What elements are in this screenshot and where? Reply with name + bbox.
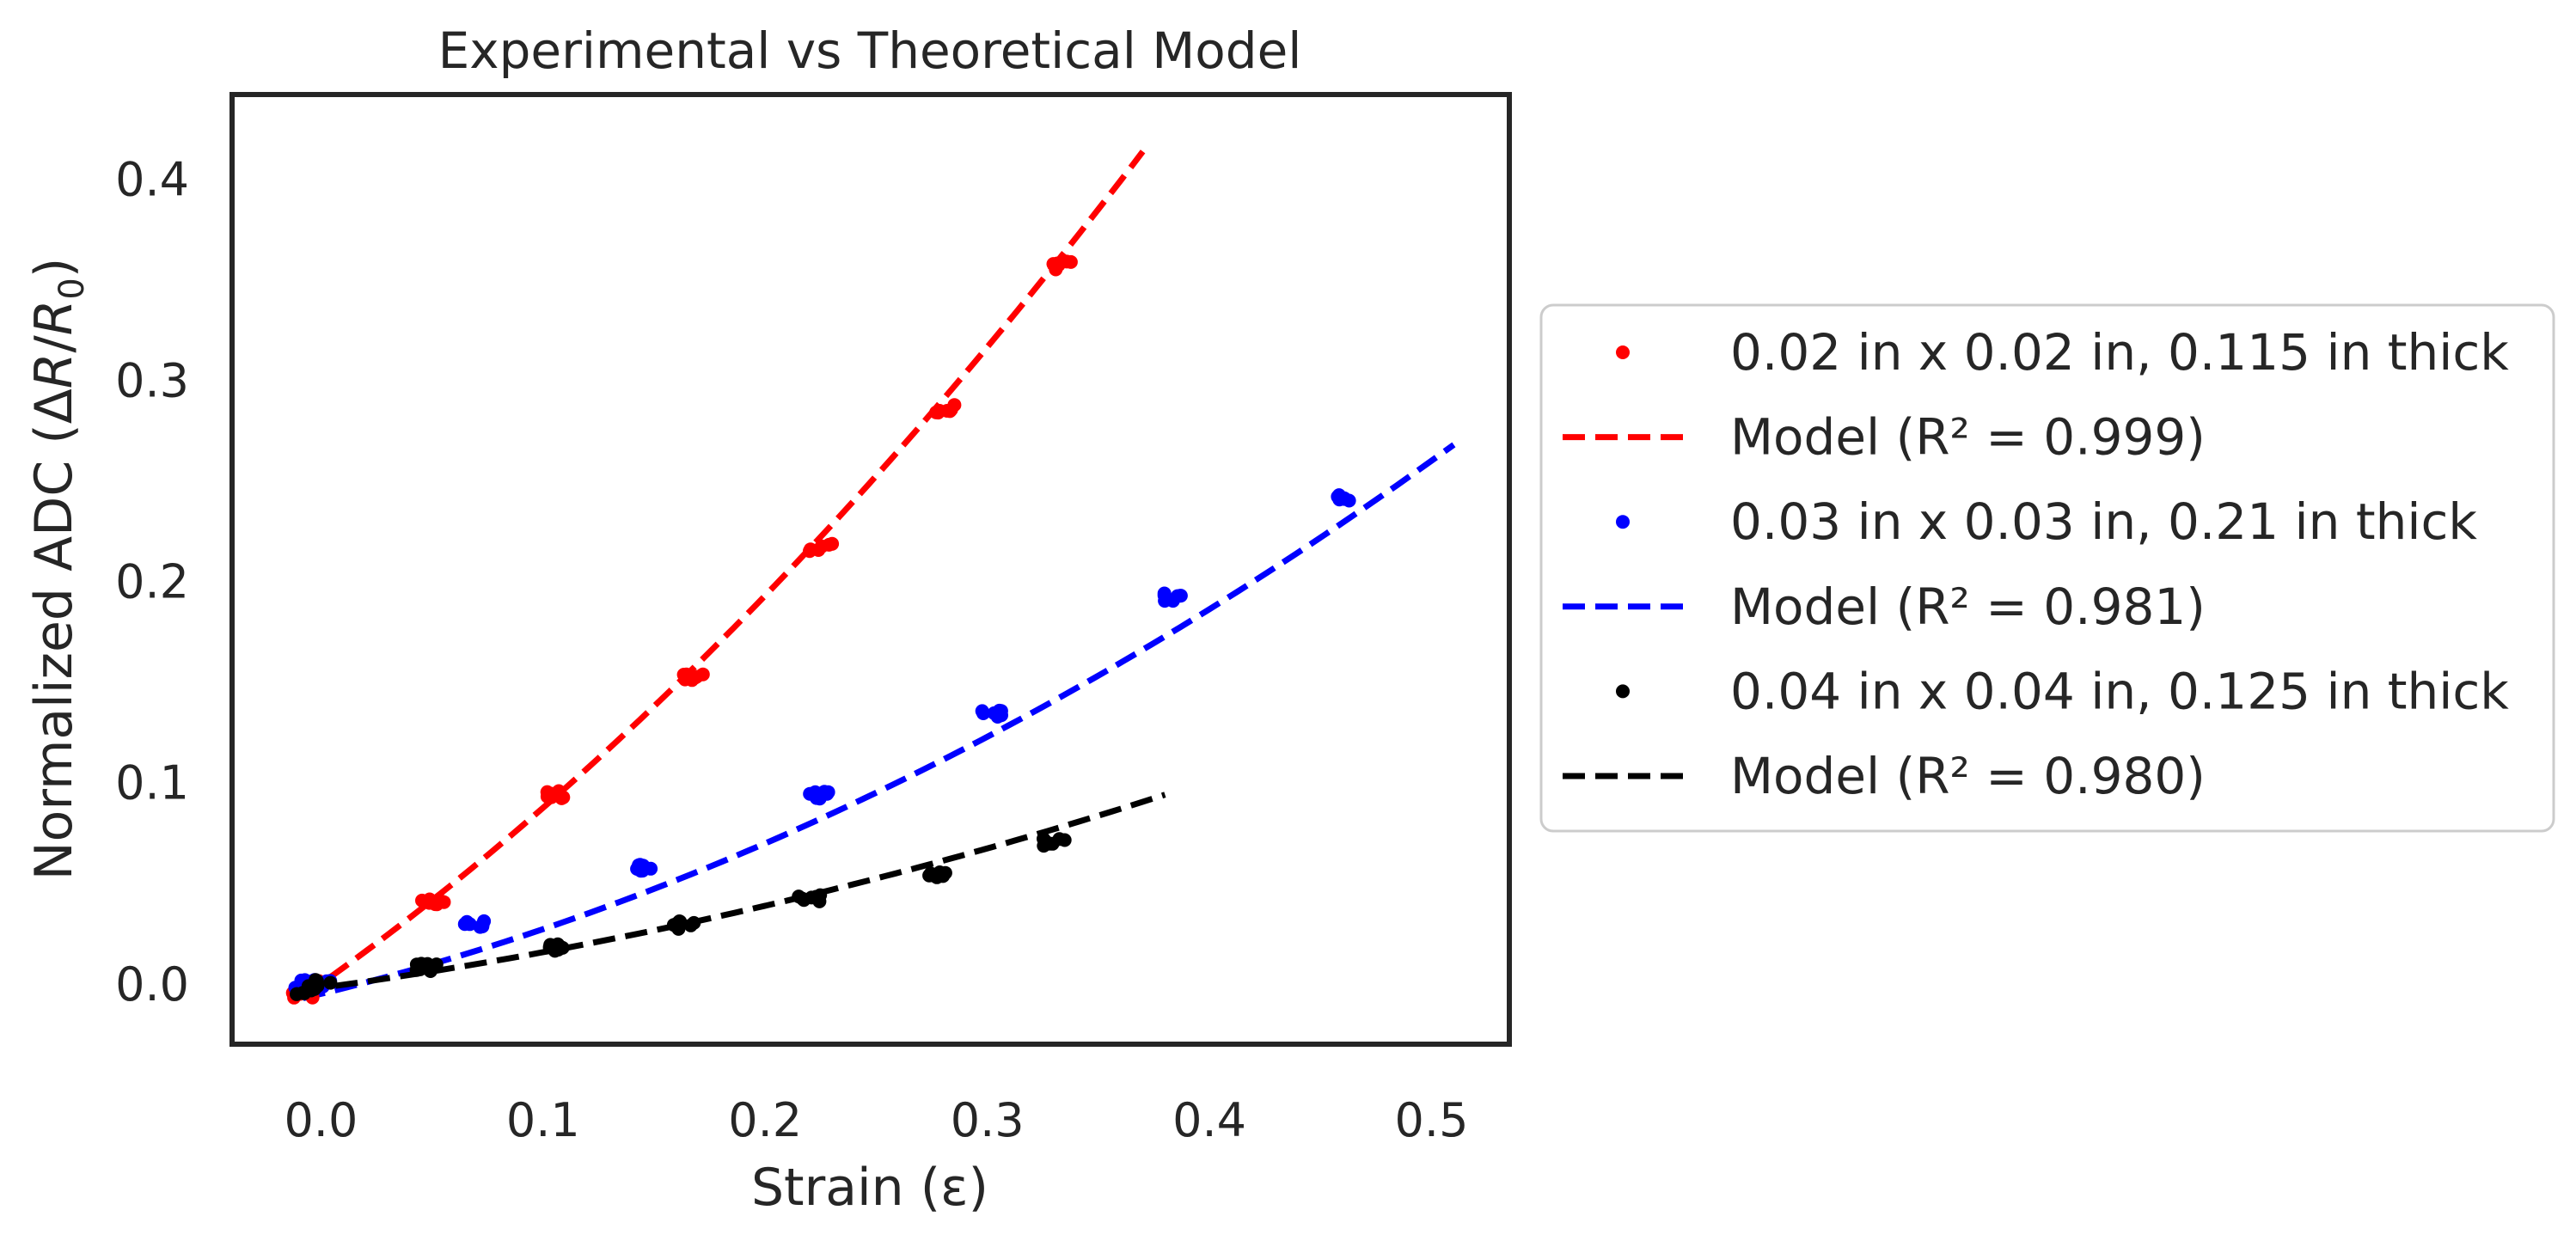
data-point [1342, 493, 1356, 508]
legend-items: 0.02 in x 0.02 in, 0.115 in thick Model (… [1563, 323, 2509, 805]
data-point [947, 398, 962, 413]
data-point [457, 917, 472, 932]
model-line [303, 792, 1166, 993]
y-axis-label: Normalized ADC (ΔR/R0) [24, 258, 92, 881]
y-tick-label: 0.3 [115, 353, 189, 407]
x-tick-label: 0.0 [284, 1093, 358, 1147]
model-line [302, 442, 1456, 1001]
x-tick-label: 0.5 [1395, 1093, 1469, 1147]
data-point [632, 858, 646, 872]
data-point [813, 888, 828, 902]
y-tick-label: 0.4 [115, 152, 189, 206]
legend-item: 0.02 in x 0.02 in, 0.115 in thick [1616, 323, 2509, 382]
legend-item: Model (R² = 0.999) [1563, 408, 2206, 467]
data-point [477, 914, 492, 928]
x-tick-label: 0.2 [728, 1093, 802, 1147]
x-tick-label: 0.1 [506, 1093, 580, 1147]
data-point [1060, 254, 1074, 269]
data-point [540, 789, 554, 804]
data-point [1049, 262, 1063, 277]
data-point [987, 706, 1001, 720]
data-point [975, 704, 989, 718]
plot-frame [229, 92, 1512, 1047]
data-point [414, 957, 429, 971]
y-tick-label: 0.0 [115, 957, 189, 1012]
legend-marker [1616, 515, 1630, 529]
data-point [434, 894, 449, 908]
data-point [804, 542, 817, 557]
y-tick-label: 0.2 [115, 555, 189, 609]
data-point [1057, 833, 1072, 847]
legend-item: 0.03 in x 0.03 in, 0.21 in thick [1616, 492, 2477, 551]
legend-item: 0.04 in x 0.04 in, 0.125 in thick [1616, 662, 2509, 720]
data-point [1331, 490, 1346, 504]
legend-item: Model (R² = 0.980) [1563, 747, 2206, 805]
x-axis-label: Strain (ε) [751, 1158, 988, 1218]
legend-label: 0.02 in x 0.02 in, 0.115 in thick [1730, 323, 2509, 382]
data-point [672, 914, 687, 928]
data-point [929, 405, 944, 419]
x-tick-label: 0.3 [951, 1093, 1025, 1147]
legend-label: Model (R² = 0.980) [1730, 747, 2206, 805]
data-point [792, 889, 806, 904]
data-point [1173, 589, 1188, 603]
legend-marker [1616, 345, 1630, 359]
data-series [288, 488, 1356, 995]
legend-label: Model (R² = 0.981) [1730, 578, 2206, 636]
data-point [678, 672, 692, 687]
y-tick-label: 0.1 [115, 756, 189, 810]
x-tick-label: 0.4 [1172, 1093, 1246, 1147]
legend-label: 0.04 in x 0.04 in, 0.125 in thick [1730, 662, 2509, 720]
data-point [423, 964, 437, 978]
data-point [556, 790, 571, 804]
plot-marks [285, 150, 1456, 1005]
data-series [290, 832, 1072, 1001]
data-point [310, 979, 325, 993]
data-point [825, 536, 840, 551]
data-point [323, 975, 338, 990]
y-tick-labels: 0.0 0.1 0.2 0.3 0.4 [115, 152, 189, 1012]
data-point [1045, 836, 1060, 851]
x-tick-labels: 0.0 0.1 0.2 0.3 0.4 0.5 [284, 1093, 1468, 1147]
legend-label: Model (R² = 0.999) [1730, 408, 2206, 467]
legend-item: Model (R² = 0.981) [1563, 578, 2206, 636]
legend-box [1539, 303, 2555, 833]
data-point [938, 865, 952, 880]
legend: 0.02 in x 0.02 in, 0.115 in thick Model (… [1539, 303, 2555, 833]
data-point [683, 918, 698, 932]
data-point [422, 896, 437, 910]
data-point [551, 943, 566, 957]
chart-title: Experimental vs Theoretical Model [438, 21, 1302, 80]
data-point [817, 785, 832, 799]
data-series [285, 254, 1078, 1005]
model-line [301, 150, 1146, 999]
legend-marker [1616, 684, 1630, 699]
data-point [695, 667, 710, 682]
legend-label: 0.03 in x 0.03 in, 0.21 in thick [1730, 492, 2477, 551]
